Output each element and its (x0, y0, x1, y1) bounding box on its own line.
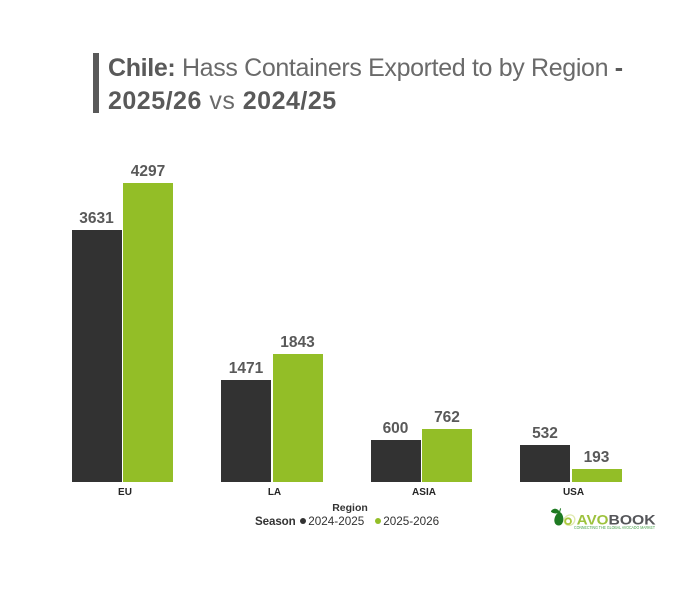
svg-text:CONNECTING THE GLOBAL AVOCADO: CONNECTING THE GLOBAL AVOCADO MARKET (574, 525, 655, 530)
svg-text:BOOK: BOOK (609, 512, 656, 528)
svg-text:AVO: AVO (577, 512, 609, 528)
